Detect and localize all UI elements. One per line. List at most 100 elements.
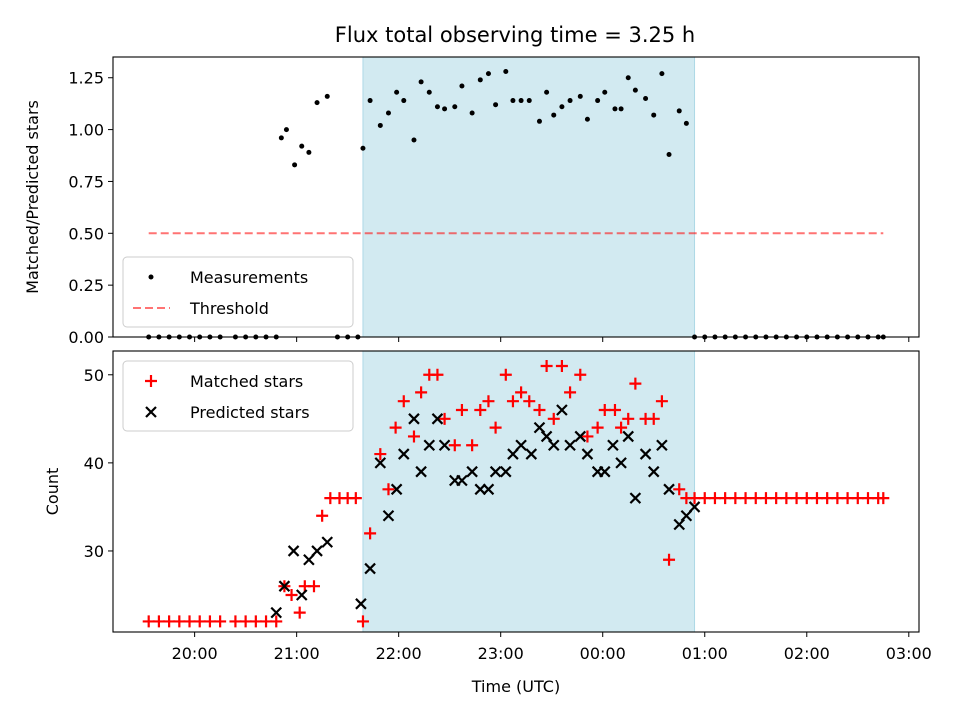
- measurement-point: [367, 98, 373, 104]
- measurement-point: [385, 110, 391, 116]
- matched-stars-point: [877, 492, 890, 505]
- top-shaded-region: [362, 56, 696, 338]
- bottom-ytick-label: 40: [84, 454, 104, 473]
- matched-stars-point: [482, 395, 495, 408]
- measurement-point: [595, 98, 601, 104]
- matched-stars-point: [374, 448, 387, 461]
- measurement-point: [536, 118, 542, 124]
- xtick-label: 02:00: [784, 644, 830, 663]
- matched-stars-point: [349, 492, 362, 505]
- predicted-stars-point: [364, 562, 376, 575]
- measurement-point: [477, 77, 483, 83]
- predicted-stars-point: [622, 430, 635, 443]
- measurement-point: [567, 98, 573, 104]
- predicted-stars-point: [303, 553, 315, 566]
- matched-stars-point: [173, 615, 186, 628]
- matched-stars-point: [622, 412, 635, 425]
- matched-stars-point: [831, 492, 844, 505]
- predicted-stars-point: [374, 457, 387, 469]
- predicted-stars-point: [482, 483, 495, 496]
- legend-matched-stars-swatch: [145, 375, 157, 387]
- matched-stars-point: [841, 492, 854, 505]
- measurement-point: [401, 98, 407, 104]
- measurement-point: [651, 112, 657, 118]
- predicted-stars-point: [295, 589, 308, 601]
- predicted-stars-point: [355, 598, 367, 610]
- predicted-stars-point: [663, 483, 675, 496]
- xtick-label: 23:00: [478, 644, 524, 663]
- predicted-stars-point: [321, 536, 334, 548]
- measurement-point: [632, 87, 638, 93]
- predicted-stars-point: [525, 448, 538, 460]
- predicted-stars-point: [639, 448, 652, 460]
- bottom-ytick-label: 50: [84, 366, 104, 385]
- xtick-label: 00:00: [580, 644, 626, 663]
- matched-stars-point: [821, 492, 834, 505]
- top-ytick-label: 0.25: [68, 276, 104, 295]
- matched-stars-point: [249, 615, 262, 628]
- legend-label: Measurements: [190, 268, 308, 287]
- predicted-stars-point: [382, 509, 395, 522]
- matched-stars-point: [214, 615, 227, 628]
- matched-stars-point: [647, 412, 660, 425]
- predicted-stars-point: [287, 545, 300, 557]
- measurement-point: [551, 112, 557, 118]
- matched-stars-point: [229, 615, 242, 628]
- predicted-stars-point: [456, 474, 468, 487]
- predicted-stars-point: [564, 439, 576, 452]
- matched-stars-point: [142, 615, 155, 628]
- matched-stars-point: [448, 439, 461, 452]
- measurement-point: [602, 89, 608, 95]
- matched-stars-point: [466, 439, 479, 452]
- measurement-point: [306, 149, 312, 155]
- bottom-axes-frame: [112, 350, 920, 633]
- bottom-shaded-region: [362, 350, 696, 633]
- measurement-point: [292, 162, 298, 168]
- bottom-legend: [122, 360, 354, 432]
- legend-measurement-swatch: [148, 274, 154, 280]
- matched-stars-point: [591, 421, 604, 434]
- legend-label: Matched stars: [190, 372, 303, 391]
- measurement-point: [559, 104, 565, 110]
- bottom-y-axis-label: Count: [43, 468, 62, 516]
- top-legend: [122, 256, 354, 328]
- matched-stars-point: [790, 492, 803, 505]
- matched-stars-point: [547, 412, 560, 425]
- xtick-label: 03:00: [886, 644, 932, 663]
- predicted-stars-point: [673, 518, 686, 531]
- measurement-point: [418, 79, 424, 85]
- measurement-point: [659, 71, 665, 77]
- measurement-point: [377, 122, 383, 128]
- measurement-point: [666, 151, 672, 157]
- matched-stars-point: [739, 492, 752, 505]
- predicted-stars-point: [574, 430, 587, 443]
- matched-stars-point: [364, 527, 377, 540]
- matched-stars-point: [506, 395, 519, 408]
- predicted-stars-point: [397, 448, 410, 460]
- matched-stars-point: [800, 492, 813, 505]
- xtick-label: 20:00: [172, 644, 218, 663]
- measurement-point: [314, 100, 320, 106]
- matched-stars-point: [688, 492, 701, 505]
- top-ytick-label: 1.00: [68, 121, 104, 140]
- measurement-point: [503, 69, 509, 75]
- measurement-point: [442, 106, 448, 112]
- predicted-stars-point: [629, 492, 642, 504]
- predicted-stars-point: [431, 413, 444, 425]
- matched-stars-point: [555, 359, 568, 372]
- matched-stars-point: [152, 615, 165, 628]
- matched-stars-point: [183, 615, 196, 628]
- matched-stars-point: [708, 492, 721, 505]
- measurement-point: [526, 98, 532, 104]
- matched-stars-point: [719, 492, 732, 505]
- measurement-point: [485, 71, 491, 77]
- matched-stars-point: [163, 615, 176, 628]
- legend-predicted-stars-swatch: [145, 406, 157, 418]
- xtick-label: 01:00: [682, 644, 728, 663]
- matched-stars-point: [608, 404, 621, 417]
- measurement-point: [625, 75, 631, 81]
- predicted-stars-point: [540, 430, 553, 443]
- predicted-stars-point: [507, 448, 519, 460]
- matched-stars-point: [770, 492, 783, 505]
- matched-stars-point: [203, 615, 216, 628]
